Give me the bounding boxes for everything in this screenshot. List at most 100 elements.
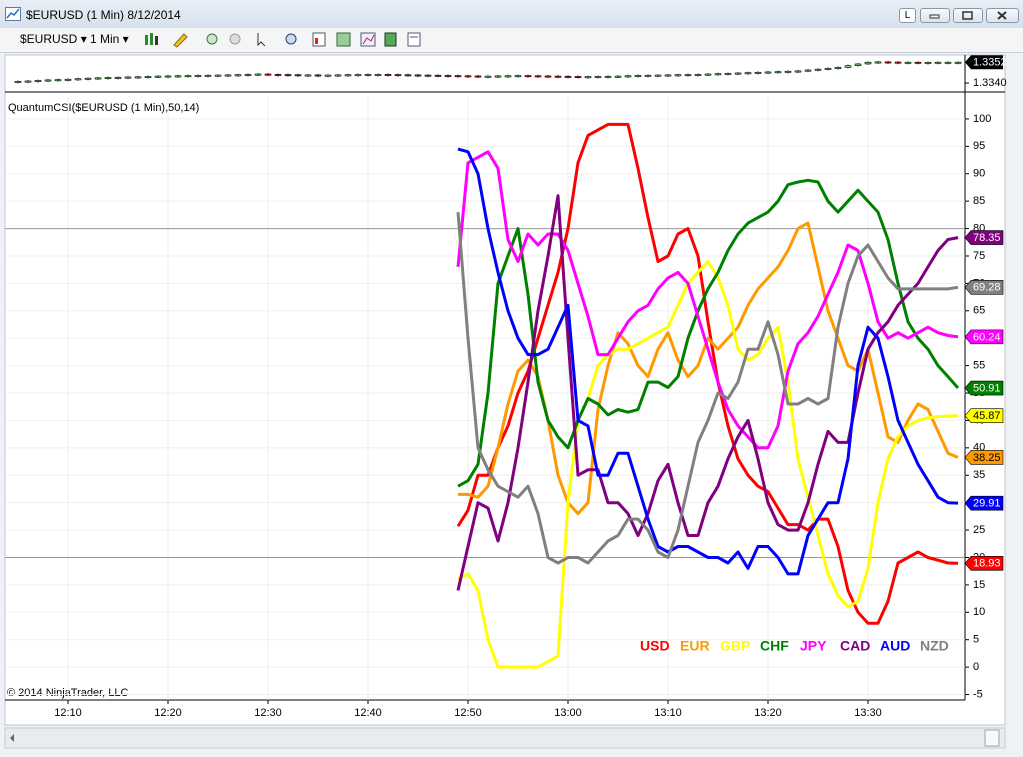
value-label: 69.28 xyxy=(973,282,1001,294)
lock-button[interactable]: L xyxy=(899,8,916,23)
value-label: 38.25 xyxy=(973,452,1001,464)
candle xyxy=(884,61,892,64)
x-tick-label: 13:30 xyxy=(854,707,882,719)
candle xyxy=(554,75,562,78)
y-tick-label: -5 xyxy=(973,688,983,700)
close-button[interactable] xyxy=(986,8,1019,23)
candle xyxy=(814,68,822,71)
scroll-thumb[interactable] xyxy=(984,729,1000,747)
y-tick-label: 25 xyxy=(973,524,985,536)
instrument: $EURUSD xyxy=(20,32,78,46)
indicators-button[interactable] xyxy=(312,32,326,47)
pointer-button[interactable] xyxy=(257,33,266,47)
candle xyxy=(934,61,942,64)
candle xyxy=(234,74,242,77)
candle xyxy=(534,75,542,78)
candle xyxy=(514,75,522,78)
chart-background xyxy=(4,54,1006,726)
y-tick-label: 65 xyxy=(973,305,985,317)
app-icon xyxy=(5,7,21,21)
candle xyxy=(94,77,102,80)
legend-entry: NZD xyxy=(920,638,949,654)
candle xyxy=(694,74,702,76)
value-label-box xyxy=(964,556,1004,571)
candle xyxy=(334,74,342,77)
candle xyxy=(674,74,682,77)
y-tick-label: 35 xyxy=(973,469,985,481)
candle xyxy=(104,77,112,79)
y-tick-label: 95 xyxy=(973,140,985,152)
candle xyxy=(524,75,532,78)
candle xyxy=(224,74,232,77)
candle xyxy=(604,75,612,78)
candle xyxy=(424,74,432,77)
legend-entry: JPY xyxy=(800,638,827,654)
last-price-box xyxy=(965,55,1003,70)
strategies-button[interactable] xyxy=(336,32,351,47)
search-button[interactable] xyxy=(285,33,297,45)
candle xyxy=(144,76,152,78)
candle xyxy=(634,75,642,77)
drawing-tool-button[interactable] xyxy=(173,33,188,48)
candle xyxy=(874,61,882,64)
candle xyxy=(124,76,132,79)
value-label-box xyxy=(964,329,1004,345)
x-tick-label: 13:10 xyxy=(654,707,682,719)
chart-image-button[interactable] xyxy=(360,32,376,47)
legend-entry: USD xyxy=(640,638,670,654)
candle xyxy=(574,76,582,78)
candle xyxy=(184,75,192,78)
instrument-selector[interactable]: $EURUSD ▾ xyxy=(20,32,87,46)
zoom-out-button[interactable] xyxy=(229,33,241,45)
candle xyxy=(764,71,772,74)
candle xyxy=(344,74,352,77)
candle xyxy=(314,74,322,77)
x-tick-label: 13:00 xyxy=(554,707,582,719)
scroll-left[interactable] xyxy=(10,734,14,742)
candle xyxy=(454,75,462,78)
candle xyxy=(774,71,782,74)
minimize-button[interactable] xyxy=(920,8,950,23)
y-tick-label: 5 xyxy=(973,634,979,646)
x-tick-label: 12:10 xyxy=(54,707,82,719)
value-label: 60.24 xyxy=(973,331,1001,343)
candle xyxy=(294,74,302,77)
y-tick-label: 1.3340 xyxy=(973,77,1007,89)
candle xyxy=(944,61,952,64)
scrollbar[interactable] xyxy=(4,727,1006,749)
value-label: 45.87 xyxy=(973,410,1001,422)
zoom-in-button[interactable] xyxy=(206,33,218,45)
candle xyxy=(754,71,762,74)
candle xyxy=(374,74,382,76)
maximize-button[interactable] xyxy=(953,8,983,23)
candle xyxy=(134,76,142,79)
series-line xyxy=(456,211,959,565)
candle xyxy=(584,76,592,79)
candle xyxy=(324,74,332,77)
series-line xyxy=(457,147,959,576)
candle xyxy=(364,74,372,76)
bar-style-button[interactable] xyxy=(145,33,158,45)
window-title: $EURUSD (1 Min) 8/12/2014 xyxy=(26,8,181,22)
candle xyxy=(164,75,172,78)
y-tick-label: 100 xyxy=(973,113,991,125)
properties-button[interactable] xyxy=(407,32,421,47)
interval-selector[interactable]: 1 Min ▾ xyxy=(90,32,129,46)
legend-entry: AUD xyxy=(880,638,910,654)
series-line xyxy=(456,122,959,625)
candle xyxy=(174,75,182,78)
legend-entry: CAD xyxy=(840,638,870,654)
candle xyxy=(444,75,452,77)
candle xyxy=(384,74,392,76)
y-tick-label: 0 xyxy=(973,661,979,673)
money-button[interactable] xyxy=(384,32,397,47)
candle xyxy=(474,75,482,78)
candle xyxy=(254,73,262,76)
series-line xyxy=(456,150,959,450)
candle xyxy=(724,73,732,75)
candle xyxy=(84,77,92,80)
y-tick-label: 85 xyxy=(973,195,985,207)
value-label-box xyxy=(964,495,1004,511)
candle xyxy=(114,77,122,79)
